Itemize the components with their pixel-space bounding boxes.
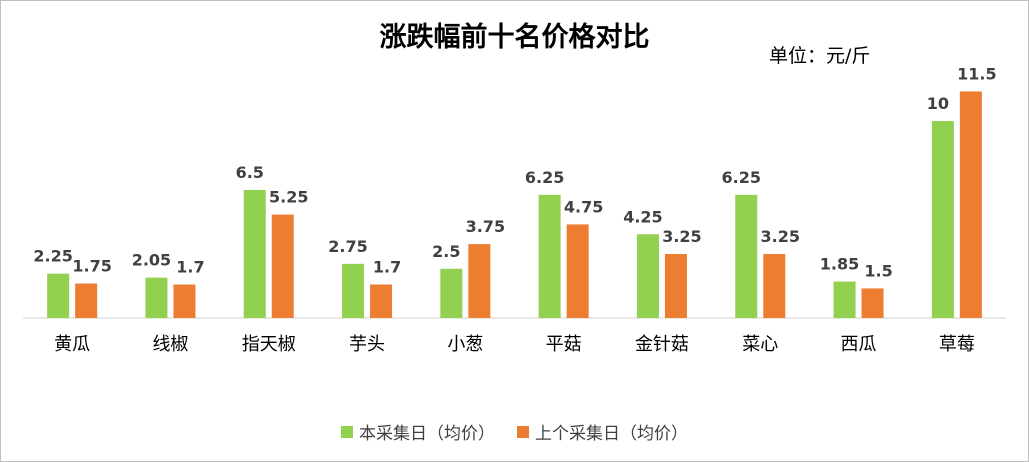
data-label-current-0: 2.25: [33, 247, 72, 266]
bar-previous-4: [468, 244, 491, 318]
x-tick-label-3: 芋头: [349, 334, 385, 355]
data-label-current-1: 2.05: [132, 251, 171, 270]
bar-current-5: [538, 194, 561, 318]
bar-current-1: [145, 277, 168, 318]
x-tick-label-6: 金针菇: [635, 334, 689, 355]
bar-current-7: [735, 194, 758, 318]
data-label-current-9: 10: [927, 94, 949, 113]
bar-previous-2: [271, 214, 294, 318]
bar-current-4: [440, 268, 463, 318]
legend-item-current: 本采集日（均价）: [341, 419, 495, 444]
bar-previous-0: [75, 283, 98, 318]
chart-title: 涨跌幅前十名价格对比: [379, 22, 650, 53]
data-label-previous-0: 1.75: [72, 257, 111, 276]
data-label-previous-8: 1.5: [864, 261, 892, 280]
x-tick-label-0: 黄瓜: [54, 334, 90, 355]
x-tick-label-9: 草莓: [939, 334, 975, 355]
data-label-previous-9: 11.5: [957, 64, 996, 83]
bar-current-3: [342, 263, 365, 318]
bar-previous-3: [370, 284, 393, 318]
legend: 本采集日（均价） 上个采集日（均价）: [1, 419, 1028, 444]
bar-previous-7: [763, 253, 786, 318]
x-tick-label-1: 线椒: [152, 334, 188, 355]
data-label-previous-5: 4.75: [564, 197, 603, 216]
data-label-previous-6: 3.25: [662, 227, 701, 246]
data-label-previous-1: 1.7: [176, 258, 204, 277]
bar-previous-9: [959, 91, 982, 318]
legend-label-previous: 上个采集日（均价）: [535, 424, 688, 444]
data-label-current-8: 1.85: [820, 255, 859, 274]
data-label-current-3: 2.75: [328, 237, 367, 256]
data-label-current-4: 2.5: [432, 242, 460, 261]
x-tick-label-5: 平菇: [546, 334, 582, 355]
data-label-current-7: 6.25: [722, 168, 761, 187]
data-label-previous-3: 1.7: [373, 258, 401, 277]
legend-swatch-previous: [517, 425, 529, 438]
x-tick-label-8: 西瓜: [841, 334, 877, 355]
bar-current-9: [931, 121, 954, 318]
x-tick-label-2: 指天椒: [242, 334, 296, 355]
legend-item-previous: 上个采集日（均价）: [517, 419, 688, 444]
x-tick-label-7: 菜心: [742, 334, 778, 355]
data-label-current-6: 4.25: [623, 207, 662, 226]
bar-previous-6: [664, 253, 687, 318]
data-label-current-5: 6.25: [525, 168, 564, 187]
x-tick-label-4: 小葱: [447, 334, 483, 355]
data-label-current-2: 6.5: [236, 163, 264, 182]
data-label-previous-7: 3.25: [761, 227, 800, 246]
bar-previous-8: [861, 288, 884, 318]
legend-label-current: 本采集日（均价）: [359, 424, 495, 444]
bar-previous-5: [566, 224, 589, 318]
data-label-previous-2: 5.25: [269, 188, 308, 207]
legend-swatch-current: [341, 425, 353, 438]
bar-current-8: [833, 281, 856, 318]
bar-current-0: [47, 273, 70, 318]
bar-current-2: [243, 189, 266, 318]
bar-current-6: [636, 234, 659, 318]
bar-previous-1: [173, 284, 196, 318]
unit-label: 单位：元/斤: [769, 45, 871, 67]
data-label-previous-4: 3.75: [466, 217, 505, 236]
